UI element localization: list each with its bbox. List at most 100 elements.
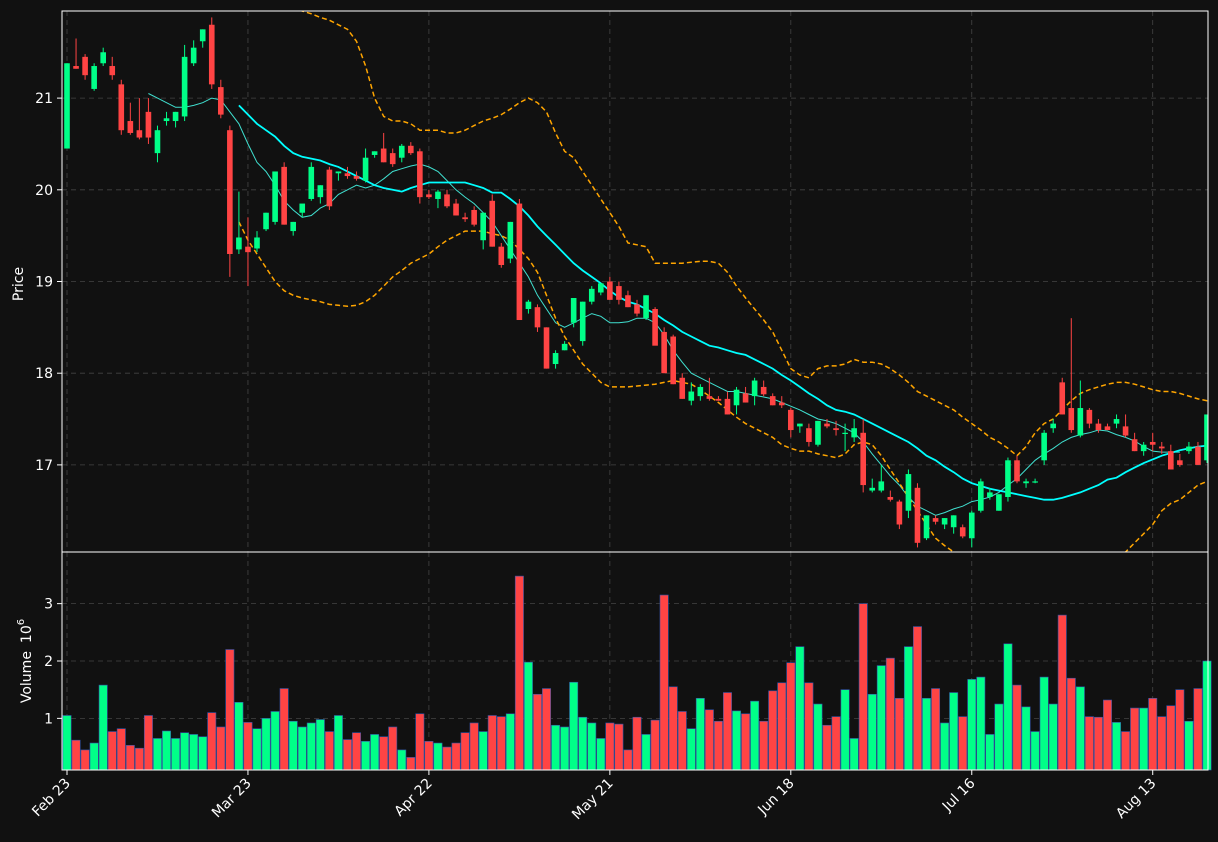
price-y-tick-label: 18 (35, 366, 53, 382)
volume-bar (1048, 703, 1058, 771)
candle (516, 198, 523, 321)
volume-y-tick-label: 2 (44, 654, 53, 670)
candle-body (435, 191, 441, 199)
candle (1005, 457, 1011, 502)
volume-bar (641, 734, 651, 771)
candle (851, 419, 857, 442)
candle (697, 384, 704, 401)
volume-bar (596, 738, 606, 771)
bb-lower-line (238, 221, 1208, 552)
candle-body (525, 301, 532, 310)
candle-body (136, 130, 143, 138)
volume-bar (143, 715, 153, 771)
candle (1068, 318, 1075, 433)
volume-bar (614, 723, 624, 771)
candle (299, 203, 306, 218)
candle-body (923, 515, 930, 539)
volume-bar (315, 719, 325, 771)
candle-body (344, 173, 351, 177)
volume-bar (551, 724, 561, 771)
volume-bar (1121, 731, 1131, 771)
candle (254, 231, 260, 253)
volume-bar (876, 665, 886, 771)
candle-body (851, 428, 857, 438)
volume-bar (189, 734, 199, 771)
candle-body (1158, 446, 1165, 449)
volume-bar (605, 722, 615, 771)
candle (100, 47, 106, 67)
candle (272, 171, 278, 225)
candle (462, 212, 468, 222)
candle-body (163, 118, 170, 122)
candle (932, 515, 939, 525)
candle (172, 111, 179, 128)
candle-body (408, 145, 414, 154)
candle (833, 420, 839, 436)
candle (380, 132, 387, 163)
volume-bar (759, 720, 769, 771)
volume-bar (1075, 686, 1085, 771)
volume-panel: 1 2 3 Volume 106 (16, 551, 1212, 771)
volume-axis-label-exponent: 6 (16, 619, 27, 625)
candle (1186, 441, 1192, 454)
candle (896, 499, 903, 530)
candle (733, 386, 740, 415)
candle (236, 191, 242, 254)
volume-bar (1175, 689, 1185, 771)
volume-bar (723, 692, 732, 771)
candle (245, 217, 251, 287)
candle-body (561, 343, 568, 351)
volume-bar (1084, 716, 1094, 771)
candle-body (1177, 460, 1183, 465)
candle-body (697, 386, 704, 397)
volume-bar (858, 603, 868, 771)
candle-body (172, 111, 179, 122)
candle-body (932, 518, 939, 522)
volume-bar (1003, 643, 1013, 771)
volume-y-tick-label: 3 (44, 597, 53, 613)
candle (652, 307, 658, 346)
volume-bar (279, 688, 289, 771)
candle-body (607, 281, 613, 300)
volume-bar (940, 722, 950, 771)
candle (715, 396, 722, 401)
volume-bar (370, 734, 380, 771)
candle (1086, 408, 1093, 429)
candle-body (1122, 426, 1129, 436)
candle (625, 290, 631, 308)
volume-bar (469, 722, 479, 771)
candle (263, 212, 269, 232)
volume-bar (306, 722, 316, 771)
candle-body (245, 246, 251, 253)
candle (598, 283, 604, 296)
candle-body (1140, 444, 1147, 452)
volume-bar (1166, 705, 1176, 771)
candle (1104, 423, 1111, 431)
volume-bar (822, 724, 832, 771)
candle-body (978, 481, 984, 511)
candle (534, 304, 541, 332)
candle-body (598, 283, 604, 293)
candle-body (389, 153, 396, 165)
candle-body (968, 512, 975, 539)
volume-bar (958, 716, 968, 771)
volume-bar (80, 749, 90, 771)
candle-body (64, 63, 70, 149)
candle-body (498, 246, 505, 265)
candle (136, 98, 143, 140)
volume-bar (1057, 614, 1067, 771)
candle (987, 487, 993, 500)
volume-bar (1130, 707, 1140, 771)
candle-body (1186, 446, 1192, 452)
candle (181, 44, 188, 122)
candle (842, 423, 848, 452)
candle-body (896, 501, 903, 525)
candle (824, 419, 830, 429)
volume-bar (433, 742, 443, 771)
candle (335, 171, 342, 181)
candle-body (471, 209, 477, 225)
candle-body (272, 171, 278, 222)
candle-body (236, 237, 242, 250)
volume-bar (297, 726, 307, 771)
candle (498, 242, 505, 268)
